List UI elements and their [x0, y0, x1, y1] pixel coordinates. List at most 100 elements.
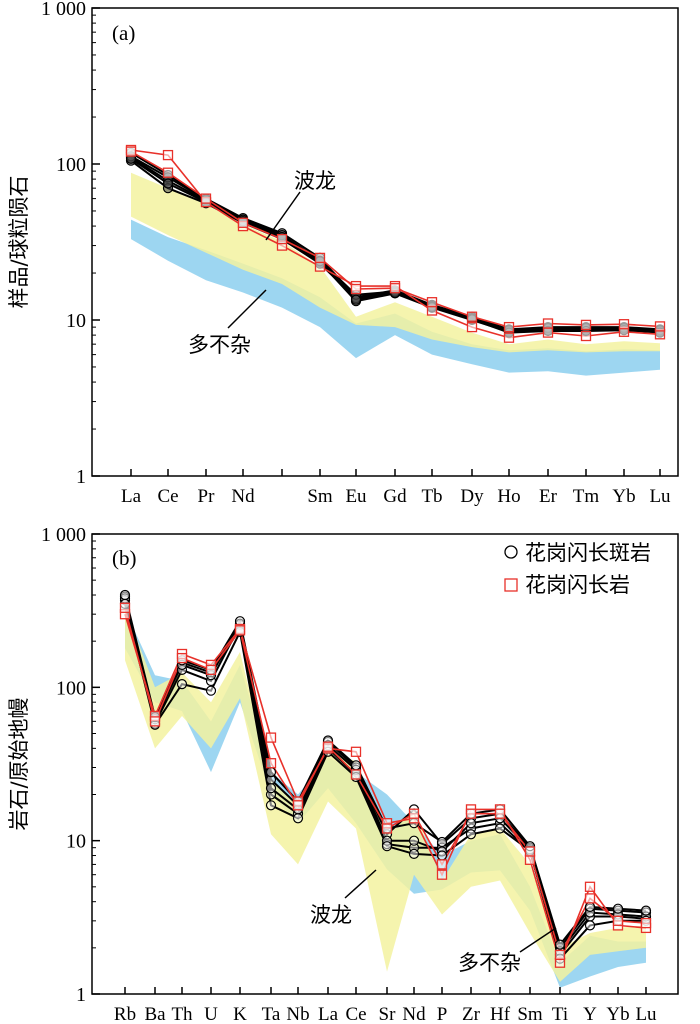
panel-b-xtick-label: Th	[171, 1004, 193, 1024]
panel-b-granodiorite-square-marker	[640, 917, 652, 929]
panel-b-xtick-label: La	[318, 1004, 339, 1024]
panel-a-xtick-label: Pr	[198, 486, 216, 507]
panel-b-xtick-label: Yb	[606, 1004, 629, 1024]
panel-b-xtick-label: Sr	[379, 1004, 397, 1024]
panel-b-granodiorite-square-marker	[119, 602, 131, 613]
panel-a-granodiorite-square-marker	[426, 297, 438, 308]
panel-b-xtick-label: Nd	[402, 1004, 426, 1024]
panel-b-granodiorite-square-marker	[350, 746, 362, 757]
panel-b-xtick-label: Ce	[345, 1004, 366, 1024]
panel-a-granodiorite-square-marker	[389, 283, 401, 294]
panel-a-label: (a)	[112, 21, 135, 45]
panel-b-xtick-label: Ta	[262, 1004, 281, 1024]
panel-a-bolong-pointer	[265, 191, 301, 241]
panel-b-granodiorite-square-marker	[524, 846, 536, 857]
panel-b-porphyry-circle-marker	[408, 835, 420, 846]
legend: 花岗闪长斑岩 花岗闪长岩	[504, 541, 651, 597]
panel-b-axes: 1 10 100 1 000 Rb Ba Th U K Ta Nb La Ce Sr Nd P Zr Hf Sm Ti…	[41, 524, 657, 1024]
panel-b-porphyry-circle-marker	[205, 685, 217, 696]
panel-a-granodiorite-square-marker	[580, 330, 592, 342]
panel-a-xtick-label: Eu	[345, 486, 367, 507]
panel-b-duobuza-label: 多不杂	[458, 951, 521, 975]
panel-a-granodiorite-square-marker	[125, 146, 137, 157]
panel-b-porphyry-circle-marker	[265, 800, 277, 811]
panel-b-porphyry-circle-marker	[465, 818, 477, 829]
panel-a-frame	[91, 7, 679, 477]
panel-b-porphyry-circle-marker	[436, 850, 448, 861]
panel-a-granodiorite-square-marker	[466, 321, 478, 333]
panel-b-granodiorite-square-marker	[234, 625, 246, 636]
panel-b-granodiorite-square-marker	[205, 664, 217, 676]
panel-b-porphyry-circle-marker	[436, 836, 448, 848]
panel-a-bolong-band	[131, 172, 660, 353]
panel-b-porphyry-circle-marker	[265, 783, 277, 794]
panel-b-xtick-label: Sm	[517, 1004, 543, 1024]
panel-a-granodiorite-square-marker	[276, 233, 288, 245]
panel-b-porphyry-circle-marker	[350, 760, 362, 771]
panel-a-reference-bands	[131, 172, 660, 376]
panel-a-ytick-label: 1	[76, 466, 86, 488]
panel-b-porphyry-circle-marker	[494, 823, 506, 834]
panel-b-granodiorite-square-marker	[494, 808, 506, 819]
panel-b-duobuza-pointer	[519, 927, 557, 953]
panel-b-granodiorite-square-marker	[436, 859, 448, 870]
panel-b-xtick-label: Lu	[635, 1004, 657, 1024]
panel-b-porphyry-circle-marker	[584, 901, 596, 913]
panel-b-porphyry-circle-marker	[584, 920, 596, 931]
panel-b-porphyry-circle-marker	[176, 678, 188, 690]
panel-b-granodiorite-square-marker	[350, 769, 362, 780]
panel-b-ytick-label: 10	[66, 831, 86, 853]
panel-b-frame	[91, 533, 679, 995]
panel-b-porphyry-circle-marker	[265, 766, 277, 778]
panel-a-duobuza-label: 多不杂	[188, 333, 251, 357]
panel-b-granodiorite-square-marker	[554, 949, 566, 961]
panel-a-xtick-label: Yb	[612, 486, 635, 507]
panel-a-xtick-label: Dy	[460, 486, 484, 507]
panel-b-ytick-label: 1 000	[41, 524, 86, 546]
panel-b-granodiorite-square-marker	[292, 800, 304, 811]
panel-a-granodiorite-square-marker	[200, 193, 212, 204]
panel-b-xtick-label: U	[204, 1004, 218, 1024]
panel-a-markers	[125, 144, 666, 343]
panel-a-granodiorite-square-marker	[580, 319, 592, 331]
panel-b-bolong-pointer	[344, 869, 377, 899]
panel-b-bolong-label: 波龙	[310, 903, 352, 927]
panel-b-porphyry-circle-marker	[292, 813, 304, 824]
panel-b-bolong-band	[125, 607, 646, 982]
panel-b-xtick-label: Ti	[552, 1004, 568, 1024]
panel-b-markers	[119, 589, 652, 968]
legend-square-marker	[504, 578, 518, 592]
panel-a-xtick-label: Ce	[157, 486, 178, 507]
panel-a-xtick-label: Sm	[307, 486, 333, 507]
panel-b-ytick-label: 1	[76, 984, 86, 1006]
panel-b-porphyry-circle-marker	[554, 939, 566, 950]
panel-a-granodiorite-square-marker	[162, 167, 174, 178]
panel-a-granodiorite-square-marker	[314, 261, 326, 272]
panel-b-porphyry-circle-marker	[381, 841, 393, 852]
panel-b-porphyry-circle-marker	[408, 848, 420, 860]
panel-a-granodiorite-square-marker	[466, 311, 478, 322]
panel-b-porphyry-circle-marker	[612, 903, 624, 914]
panel-a-porphyry-circle-marker	[162, 178, 174, 189]
panel-b-granodiorite-square-marker	[381, 823, 393, 834]
panel-a-granodiorite-square-marker	[618, 319, 630, 330]
panel-a-axes: 1 10 100 1 000 La Ce Pr Nd Sm Eu Gd Tb Dy Ho Er Tm Yb Lu	[41, 0, 671, 507]
panel-a-granodiorite-square-marker	[503, 321, 515, 333]
panel-b-xtick-label: Nb	[286, 1004, 309, 1024]
panel-a-xtick-label: La	[121, 486, 142, 507]
panel-b-porphyry-circle-marker	[640, 905, 652, 916]
panel-a-granodiorite-square-marker	[542, 327, 554, 338]
panel-a-xtick-label: Er	[539, 486, 558, 507]
panel-b-granodiorite-square-marker	[265, 732, 277, 743]
panel-a-xtick-label: Lu	[649, 486, 671, 507]
panel-a-bolong-label: 波龙	[294, 169, 336, 193]
panel-b-porphyry-circle-marker	[119, 589, 131, 601]
panel-a-xtick-label: Nd	[231, 486, 255, 507]
panel-b-xtick-label: Y	[583, 1004, 597, 1024]
panel-a-ytick-label: 10	[66, 310, 86, 332]
panel-a-xtick-label: Tm	[573, 486, 600, 507]
panel-a-porphyry-circle-marker	[350, 294, 362, 305]
panel-a-granodiorite-square-marker	[237, 217, 249, 228]
panel-a-granodiorite-square-marker	[542, 318, 554, 329]
